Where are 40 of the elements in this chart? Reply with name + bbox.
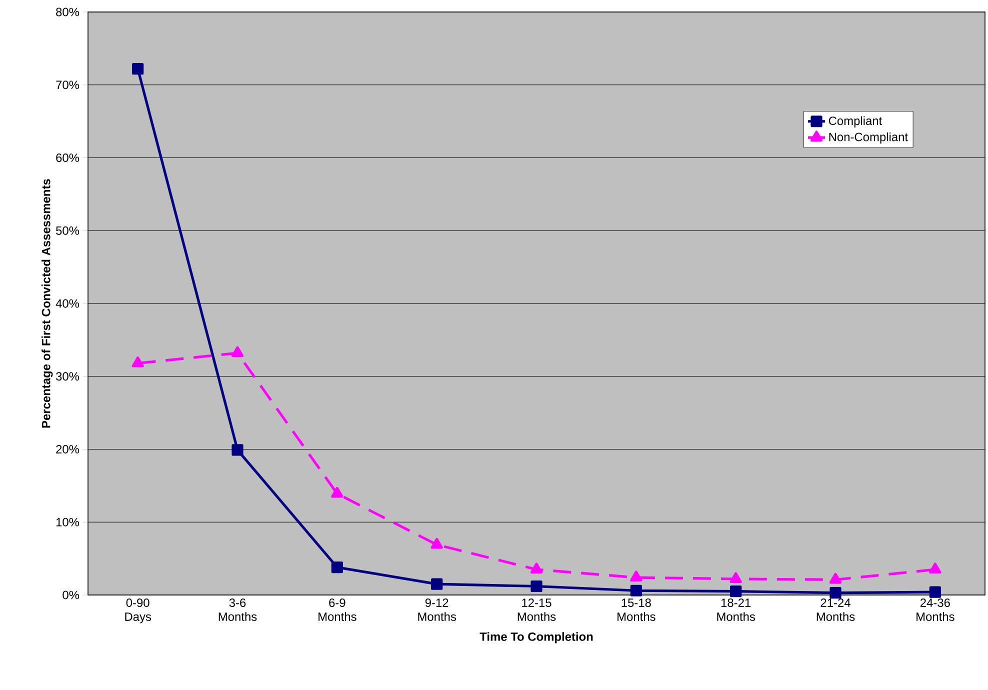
- point: [530, 562, 543, 574]
- point: [730, 586, 742, 598]
- point: [431, 578, 443, 590]
- point: [132, 356, 144, 368]
- y-tick-label: 50%: [56, 226, 80, 235]
- point: [630, 570, 642, 582]
- point: [730, 572, 742, 584]
- x-tick-label: 6-9 Months: [318, 598, 356, 621]
- point: [830, 587, 842, 599]
- point: [331, 562, 343, 574]
- x-tick-label: 3-6 Months: [218, 598, 257, 621]
- y-axis-title: Percentage of First Convicted Assessments: [42, 179, 53, 428]
- point: [430, 538, 443, 549]
- y-tick-label: 30%: [56, 372, 80, 381]
- legend-label: Compliant: [828, 116, 882, 128]
- x-tick-label: 18-21 Months: [717, 598, 756, 621]
- y-tick-label: 10%: [56, 518, 80, 526]
- x-tick-label: 24-36 Months: [916, 598, 954, 621]
- x-tick-label: 12-15 Months: [518, 598, 556, 621]
- y-tick-label: 0%: [62, 590, 80, 600]
- point: [530, 580, 542, 592]
- point: [232, 444, 244, 456]
- point: [829, 572, 842, 584]
- x-tick-label: 0-90 Days: [125, 598, 152, 624]
- legend-label: Non-Compliant: [829, 132, 908, 144]
- x-axis-title: Time To Completion: [480, 632, 593, 644]
- point: [929, 562, 942, 574]
- x-tick-label: 15-18 Months: [618, 598, 656, 621]
- point: [331, 486, 344, 498]
- y-tick-label: 40%: [56, 299, 80, 308]
- y-tick-label: 80%: [56, 8, 80, 16]
- y-tick-label: 20%: [56, 445, 80, 454]
- x-tick-label: 21-24 Months: [816, 598, 855, 621]
- x-tick-label: 9-12 Months: [418, 598, 456, 621]
- point: [630, 584, 642, 596]
- point: [929, 586, 941, 598]
- y-tick-label: 70%: [56, 80, 80, 90]
- point: [231, 346, 244, 358]
- y-tick-label: 60%: [56, 154, 80, 162]
- point: [132, 63, 144, 75]
